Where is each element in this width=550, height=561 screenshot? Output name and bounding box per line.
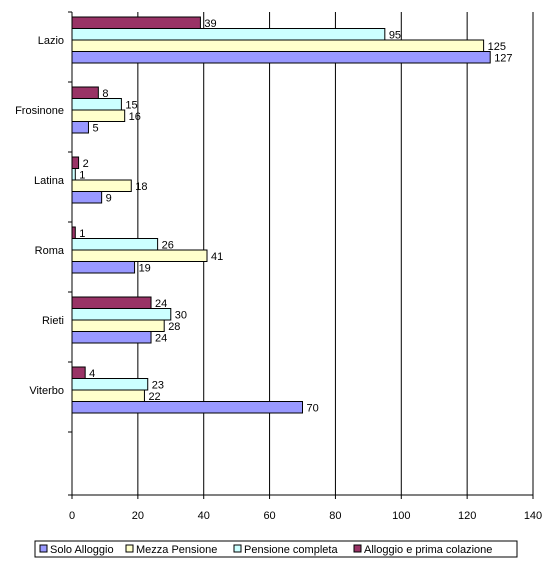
- bar: [71, 296, 152, 309]
- bar: [71, 261, 136, 274]
- legend-label: Alloggio e prima colazione: [364, 544, 492, 556]
- bar-label: 24: [155, 332, 167, 344]
- bar-label: 2: [83, 158, 89, 170]
- bar: [71, 121, 89, 134]
- bar-label: 41: [211, 251, 223, 263]
- legend: Solo Alloggio Mezza Pensione Pensione comp…: [34, 540, 518, 558]
- bar-label: 127: [494, 52, 512, 64]
- bars: [71, 16, 491, 414]
- bar: [71, 51, 491, 64]
- bar: [71, 331, 152, 344]
- bar: [71, 39, 485, 52]
- legend-label: Solo Alloggio: [50, 544, 114, 556]
- bar: [71, 86, 99, 99]
- bar-label: 19: [139, 262, 151, 274]
- bar-label: 70: [307, 402, 319, 414]
- category-label: Roma: [35, 245, 65, 257]
- bar-label: 18: [135, 181, 147, 193]
- bar-label: 5: [92, 122, 98, 134]
- bar: [71, 28, 386, 41]
- bar-label: 125: [488, 41, 506, 53]
- axes: [68, 11, 534, 499]
- bar-label: 30: [175, 309, 187, 321]
- legend-swatch: [353, 544, 362, 553]
- x-tick-label: 80: [329, 510, 341, 522]
- legend-swatch: [233, 544, 242, 553]
- bar: [71, 319, 165, 332]
- bar: [71, 179, 132, 192]
- gridlines: [137, 12, 534, 495]
- bar: [71, 98, 122, 111]
- category-label: Frosinone: [15, 105, 64, 117]
- bar-label: 8: [102, 88, 108, 100]
- legend-box: [34, 540, 518, 558]
- bar-label: 24: [155, 298, 167, 310]
- bar: [71, 378, 149, 391]
- bar-label: 4: [89, 368, 95, 380]
- legend-swatch: [125, 544, 134, 553]
- bar: [71, 308, 172, 321]
- x-tick-labels: 0 20 40 60 80 100 120 140: [69, 510, 542, 522]
- bar-label: 15: [125, 99, 137, 111]
- category-label: Lazio: [38, 35, 64, 47]
- bar: [71, 109, 126, 122]
- bar-label: 23: [152, 379, 164, 391]
- bar: [71, 156, 80, 169]
- bar-label: 39: [204, 18, 216, 30]
- bar: [71, 238, 159, 251]
- legend-swatch: [39, 544, 48, 553]
- x-tick-label: 0: [69, 510, 75, 522]
- bar-label: 16: [129, 111, 141, 123]
- bar-label: 1: [79, 228, 85, 240]
- x-tick-label: 100: [392, 510, 410, 522]
- x-tick-label: 140: [524, 510, 542, 522]
- bar: [71, 191, 103, 204]
- bar: [71, 16, 201, 29]
- x-tick-label: 120: [458, 510, 476, 522]
- bar-label: 95: [389, 29, 401, 41]
- x-tick-label: 40: [198, 510, 210, 522]
- category-label: Rieti: [42, 315, 64, 327]
- bar: [71, 249, 208, 262]
- bar: [71, 389, 145, 402]
- bar-labels: 1271259539516158918121941261242830247022…: [79, 18, 512, 415]
- category-label: Latina: [34, 175, 65, 187]
- bar-label: 1: [79, 169, 85, 181]
- category-label: Viterbo: [29, 385, 64, 397]
- x-tick-label: 20: [132, 510, 144, 522]
- bar-label: 26: [162, 239, 174, 251]
- x-tick-label: 60: [263, 510, 275, 522]
- bar-label: 9: [106, 192, 112, 204]
- bar: [71, 366, 86, 379]
- category-labels: Lazio Frosinone Latina Roma Rieti Viterbo: [15, 35, 65, 397]
- legend-label: Mezza Pensione: [136, 544, 217, 556]
- bar: [71, 401, 303, 414]
- legend-label: Pensione completa: [244, 544, 338, 556]
- bar-label: 22: [148, 391, 160, 403]
- bar-label: 28: [168, 321, 180, 333]
